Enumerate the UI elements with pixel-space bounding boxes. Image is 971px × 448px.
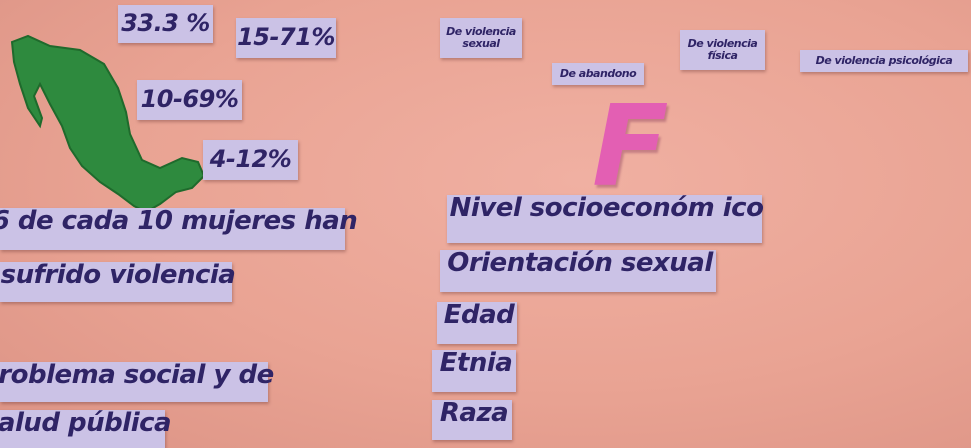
factor-strip: Orientación sexual	[440, 250, 716, 292]
violence-type-strip: De violencia psicológica	[800, 50, 968, 72]
statement-strip: 6 de cada 10 mujeres han	[0, 208, 345, 250]
label-line: De violencia psicológica	[816, 55, 953, 67]
percentage-strip: 33.3 %	[118, 5, 213, 43]
poster: 33.3 % 15-71% 10-69% 4-12% 6 de cada 10 …	[0, 0, 971, 448]
percentage-strip: 10-69%	[137, 80, 242, 120]
statement-strip: sufrido violencia	[0, 262, 232, 302]
label-line: De abandono	[560, 68, 636, 80]
mexico-map	[12, 36, 204, 212]
violence-type-strip: De violencia sexual	[440, 18, 522, 58]
label-line: física	[708, 50, 738, 62]
percentage-strip: 4-12%	[203, 140, 298, 180]
statement-strip: alud pública	[0, 410, 165, 448]
label-line: sexual	[462, 38, 499, 50]
factor-strip: Raza	[432, 400, 512, 440]
violence-type-strip: De violencia física	[680, 30, 765, 70]
percentage-strip: 15-71%	[236, 18, 336, 58]
statement-strip: roblema social y de	[0, 362, 268, 402]
factor-strip: Nivel socioeconóm ico	[447, 195, 762, 243]
factor-strip: Etnia	[432, 350, 516, 392]
factor-strip: Edad	[437, 302, 517, 344]
